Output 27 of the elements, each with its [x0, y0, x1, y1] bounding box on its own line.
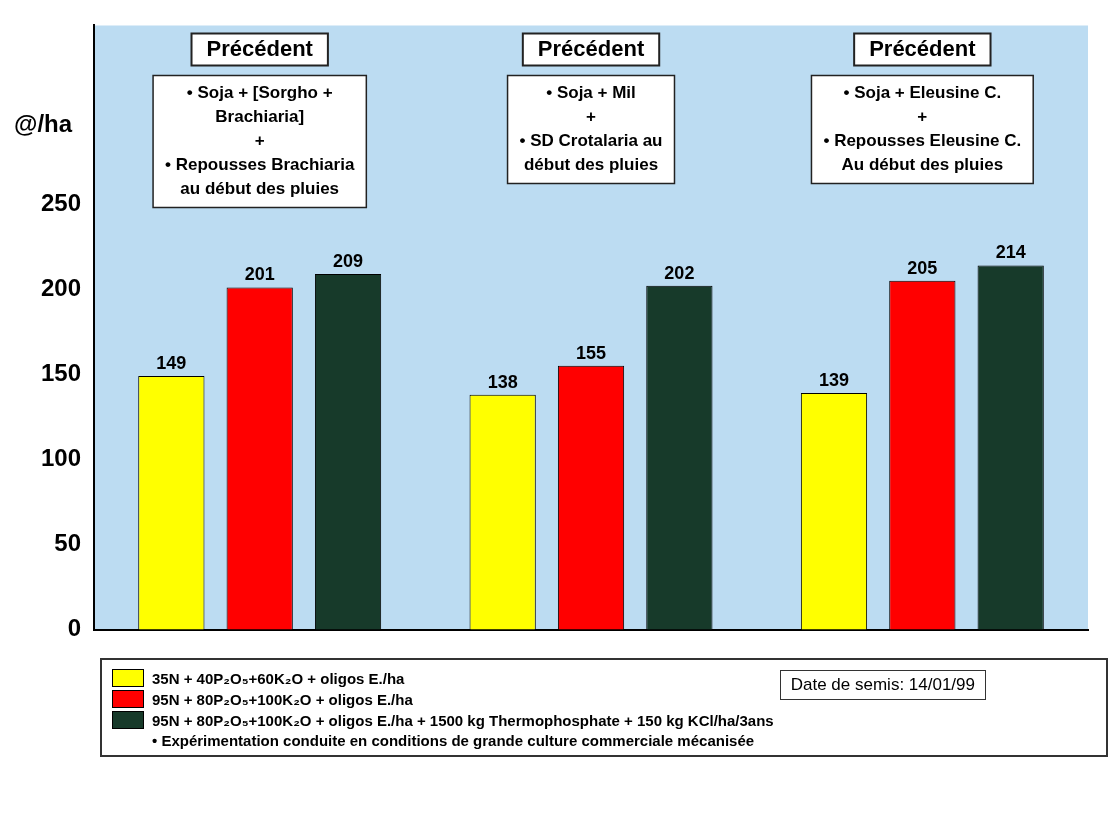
- annotation: • Soja + Eleusine C. + • Repousses Eleusine C. Au début des pluies: [823, 83, 1022, 175]
- legend-label: 35N + 40P₂O₅+60K₂O + oligos E./ha: [152, 669, 405, 687]
- annotation: • Soja + Mil + • SD Crotalaria au début des pluies: [519, 83, 663, 175]
- data-label: 209: [333, 250, 364, 271]
- text: • Expérimentation conduite en conditions de grande culture commerciale mécanisée: [152, 732, 756, 749]
- annotation: Précédent: [869, 36, 977, 62]
- legend-label: 95N + 80P₂O₅+100K₂O + oligos E./ha: [152, 690, 413, 708]
- data-label: 214: [995, 242, 1026, 263]
- y-tick-label: 200: [41, 273, 82, 301]
- data-label: 202: [664, 262, 695, 283]
- data-label: 138: [487, 371, 518, 392]
- y-tick-label: 250: [41, 188, 82, 216]
- y-tick-label: 150: [41, 358, 82, 386]
- text: Date de semis: 14/01/99: [779, 670, 986, 700]
- y-tick-label: 0: [67, 614, 82, 642]
- data-label: 201: [244, 264, 275, 285]
- annotation: • Soja + [Sorgho + Brachiaria] + • Repousses Brachiaria au début des pluies: [165, 83, 355, 199]
- annotation: Précédent: [206, 36, 314, 62]
- data-label: 149: [156, 352, 187, 373]
- y-tick-label: 50: [54, 529, 82, 557]
- data-label: 205: [907, 257, 938, 278]
- annotation: Précédent: [537, 36, 645, 62]
- y-axis-title: @/ha: [14, 110, 73, 138]
- y-tick-label: 100: [41, 444, 82, 472]
- data-label: 155: [576, 342, 607, 363]
- legend-label: 95N + 80P₂O₅+100K₂O + oligos E./ha + 1500 kg Thermophosphate + 150 kg KCl/ha/3ans: [152, 711, 774, 729]
- data-label: 139: [818, 369, 850, 390]
